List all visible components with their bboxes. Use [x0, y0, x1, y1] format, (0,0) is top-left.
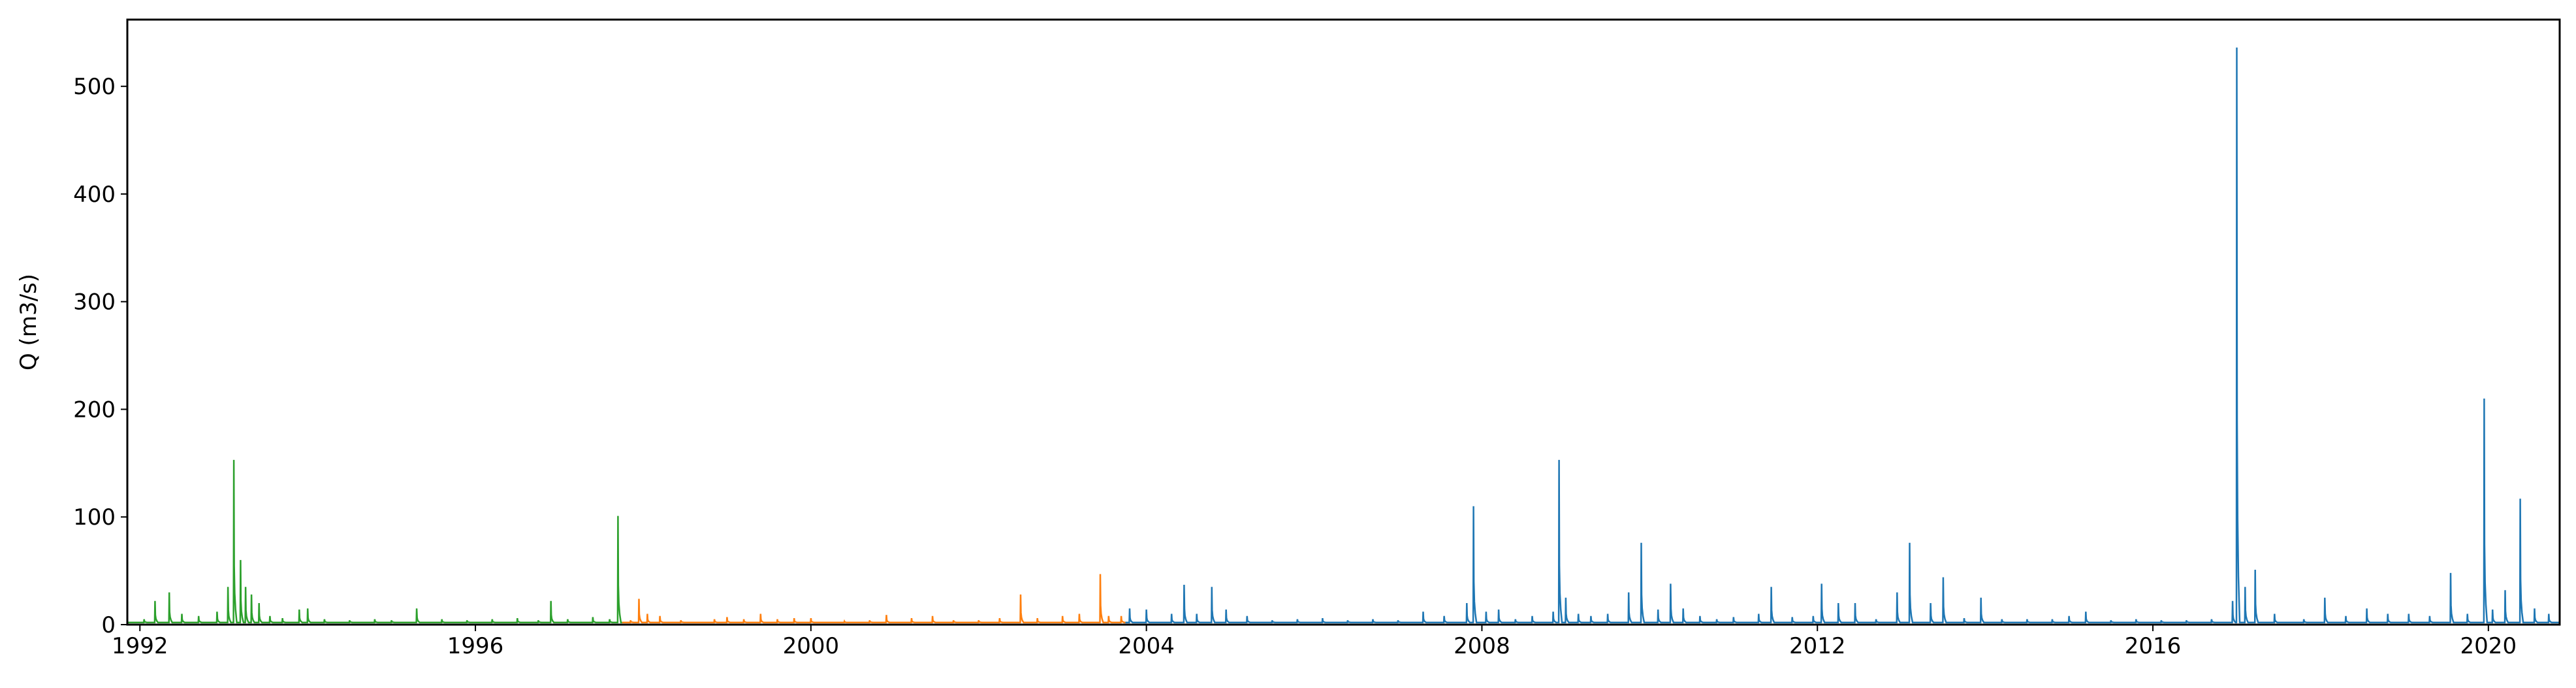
y-tick-label: 100: [73, 504, 116, 531]
x-tick-label: 1992: [112, 633, 168, 659]
series-line-0: [127, 459, 622, 623]
x-tick-label: 2012: [1789, 633, 1846, 659]
series-line-2: [1125, 47, 2560, 623]
x-tick-label: 2000: [783, 633, 840, 659]
y-axis: 0 100 200 300 400 500: [73, 74, 127, 638]
y-tick-label: 500: [73, 74, 116, 100]
y-axis-label: Q (m3/s): [16, 274, 42, 370]
axes-frame: [126, 18, 2561, 626]
x-axis: 1992 1996 2000 2004 2008 2012 2016 2020: [112, 625, 2517, 659]
y-tick-label: 0: [101, 612, 116, 638]
series-line-1: [622, 574, 1126, 623]
x-tick-label: 2004: [1118, 633, 1175, 659]
plot-area: [126, 18, 2561, 626]
x-tick-label: 1996: [447, 633, 504, 659]
y-tick-label: 300: [73, 289, 116, 316]
series-layer: [127, 47, 2560, 623]
x-tick-label: 2008: [1454, 633, 1510, 659]
x-tick-label: 2020: [2460, 633, 2517, 659]
y-tick-label: 200: [73, 397, 116, 423]
x-tick-label: 2016: [2125, 633, 2182, 659]
y-tick-label: 400: [73, 182, 116, 208]
